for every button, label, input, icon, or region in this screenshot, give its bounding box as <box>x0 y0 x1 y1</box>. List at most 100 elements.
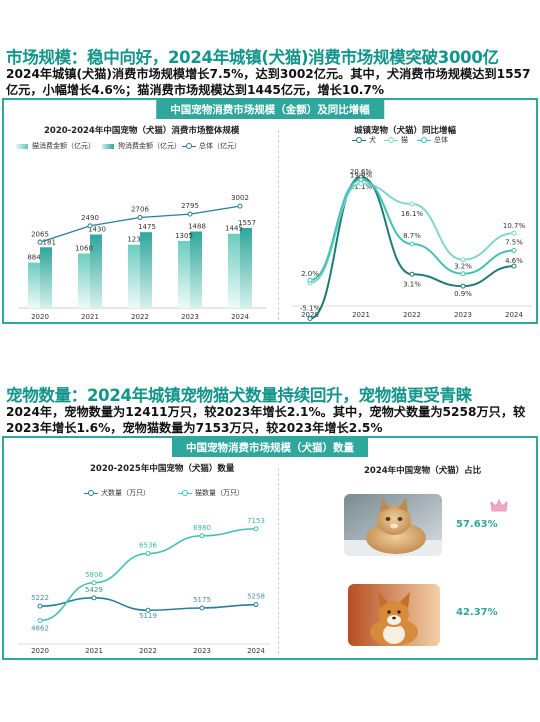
bar-legend-dog: 狗消费金额（亿元） <box>102 141 181 151</box>
section1-heading: 市场规模：稳中向好，2024年城镇(犬猫)消费市场规模突破3000亿 <box>6 48 499 67</box>
growth-label: 3.1% <box>403 280 421 288</box>
bar-dog <box>90 234 102 308</box>
share-chart-title: 2024年中国宠物（犬猫）占比 <box>364 466 482 476</box>
count-label: 5175 <box>193 596 211 604</box>
section2-heading: 宠物数量：2024年城镇宠物猫犬数量持续回升，宠物猫更受青睐 <box>6 386 472 405</box>
pet-count-panel: 中国宠物消费市场规模（犬猫）数量 2020-2025年中国宠物（犬猫）数量 犬数… <box>2 436 538 660</box>
bar-legend-total: 总体（亿元） <box>182 141 241 151</box>
count-point <box>37 618 43 624</box>
growth-point <box>511 263 517 269</box>
growth-point <box>409 241 415 247</box>
bar-cat <box>228 233 240 308</box>
growth-label: 7.5% <box>505 239 523 247</box>
growth-label: -5.1% <box>300 305 321 313</box>
count-point <box>91 595 97 601</box>
growth-point <box>307 316 313 322</box>
growth-label: 16.1% <box>401 210 424 218</box>
count-point <box>145 551 151 557</box>
growth-point <box>511 230 517 236</box>
count-label: 5119 <box>139 612 157 620</box>
count-legend-dog: 犬数量（万只） <box>84 488 150 498</box>
count-x-tick: 2024 <box>247 647 265 655</box>
count-point <box>199 533 205 539</box>
bar-chart-title: 2020-2024年中国宠物（犬猫）消费市场整体规模 <box>44 126 240 136</box>
count-line-1 <box>39 528 257 622</box>
count-point <box>91 580 97 586</box>
section2-paragraph: 2024年，宠物数量为12411万只，较2023年增长2.1%。其中，宠物犬数量… <box>6 405 526 435</box>
growth-label: 21.1% <box>350 183 373 191</box>
cat-photo <box>344 494 442 556</box>
growth-point <box>358 177 364 183</box>
bar-cat-label: 1445 <box>225 225 243 233</box>
growth-label: 19.9% <box>350 172 373 180</box>
count-point <box>253 526 259 532</box>
growth-x-tick: 2022 <box>403 311 421 319</box>
bar-x-tick: 2021 <box>81 313 99 321</box>
total-point <box>187 211 193 217</box>
bar-cat <box>78 253 90 308</box>
bar-dog <box>140 232 152 308</box>
count-label: 5806 <box>85 571 103 579</box>
total-point <box>87 223 93 229</box>
count-chart-title: 2020-2025年中国宠物（犬猫）数量 <box>90 464 235 474</box>
pet-count-line-chart: 2020 2021 2022 2023 2024 5222 5429 5119 5175 5258… <box>18 517 270 655</box>
count-x-tick: 2022 <box>139 647 157 655</box>
bar-x-tick: 2020 <box>31 313 49 321</box>
count-x-tick: 2021 <box>85 647 103 655</box>
bar-dog <box>40 247 52 308</box>
bar-x-tick: 2023 <box>181 313 199 321</box>
count-point <box>199 605 205 611</box>
bar-dog-label: 1488 <box>188 223 206 231</box>
growth-point <box>460 271 466 277</box>
count-label: 5258 <box>247 593 265 601</box>
market-size-bar-chart: 8841181202010601430202112314752022130514… <box>18 194 266 321</box>
bar-cat <box>28 262 40 308</box>
growth-x-tick: 2021 <box>352 311 370 319</box>
bar-dog-label: 1430 <box>88 225 106 233</box>
growth-label: 4.6% <box>505 257 523 265</box>
market-size-panel: 中国宠物消费市场规模（金额）及同比增幅 2020-2024年中国宠物（犬猫）消费… <box>2 98 538 324</box>
growth-label: 2.0% <box>301 270 319 278</box>
growth-legend-dog: 犬 <box>352 135 376 145</box>
growth-point <box>409 271 415 277</box>
section1-paragraph: 2024年城镇(犬猫)消费市场规模增长7.5%，达到3002亿元。其中，犬消费市… <box>6 67 531 97</box>
growth-line-2 <box>309 178 515 282</box>
growth-legend-cat: 猫 <box>384 135 408 145</box>
growth-label: 0.9% <box>454 290 472 298</box>
bar-cat <box>178 240 190 308</box>
dog-share-label: 42.37% <box>456 607 498 618</box>
growth-label: 3.2% <box>454 263 472 271</box>
bar-legend-cat: 猫消费金额（亿元） <box>16 141 95 151</box>
growth-line-0 <box>309 176 515 320</box>
growth-point <box>460 257 466 263</box>
bar-cat-label: 123 <box>127 236 140 244</box>
bar-cat <box>128 244 140 308</box>
bar-x-tick: 2022 <box>131 313 149 321</box>
growth-point <box>511 248 517 253</box>
growth-chart-title: 城镇宠物（犬猫）同比增幅 <box>354 126 457 136</box>
count-point <box>253 602 259 608</box>
dog-photo <box>348 584 440 646</box>
crown-icon <box>490 498 508 518</box>
pet-count-panel-title: 中国宠物消费市场规模（犬猫）数量 <box>172 438 368 457</box>
total-label: 2795 <box>181 202 199 210</box>
total-label: 2490 <box>81 214 99 222</box>
growth-x-tick: 2023 <box>454 311 472 319</box>
total-point <box>37 239 43 245</box>
count-label: 6980 <box>193 524 211 532</box>
growth-point <box>460 283 466 289</box>
count-legend-cat: 猫数量（万只） <box>178 488 244 498</box>
bar-dog-label: 1181 <box>38 238 56 246</box>
market-size-panel-title: 中国宠物消费市场规模（金额）及同比增幅 <box>156 100 384 119</box>
count-x-tick: 2020 <box>31 647 49 655</box>
total-point <box>237 203 243 209</box>
count-point <box>37 603 43 609</box>
total-label: 3002 <box>231 194 249 202</box>
count-x-tick: 2023 <box>193 647 211 655</box>
growth-legend-total: 总体 <box>417 135 448 145</box>
growth-label: 20.6% <box>350 168 373 176</box>
growth-rate-line-chart: 2020 2021 2022 2023 2024 -5.1% 21.1% 3.1% 0.9% 4.… <box>292 168 532 322</box>
bar-cat-label: 1060 <box>75 245 93 253</box>
bar-cat-label: 884 <box>27 254 41 262</box>
total-label: 2706 <box>131 206 149 214</box>
